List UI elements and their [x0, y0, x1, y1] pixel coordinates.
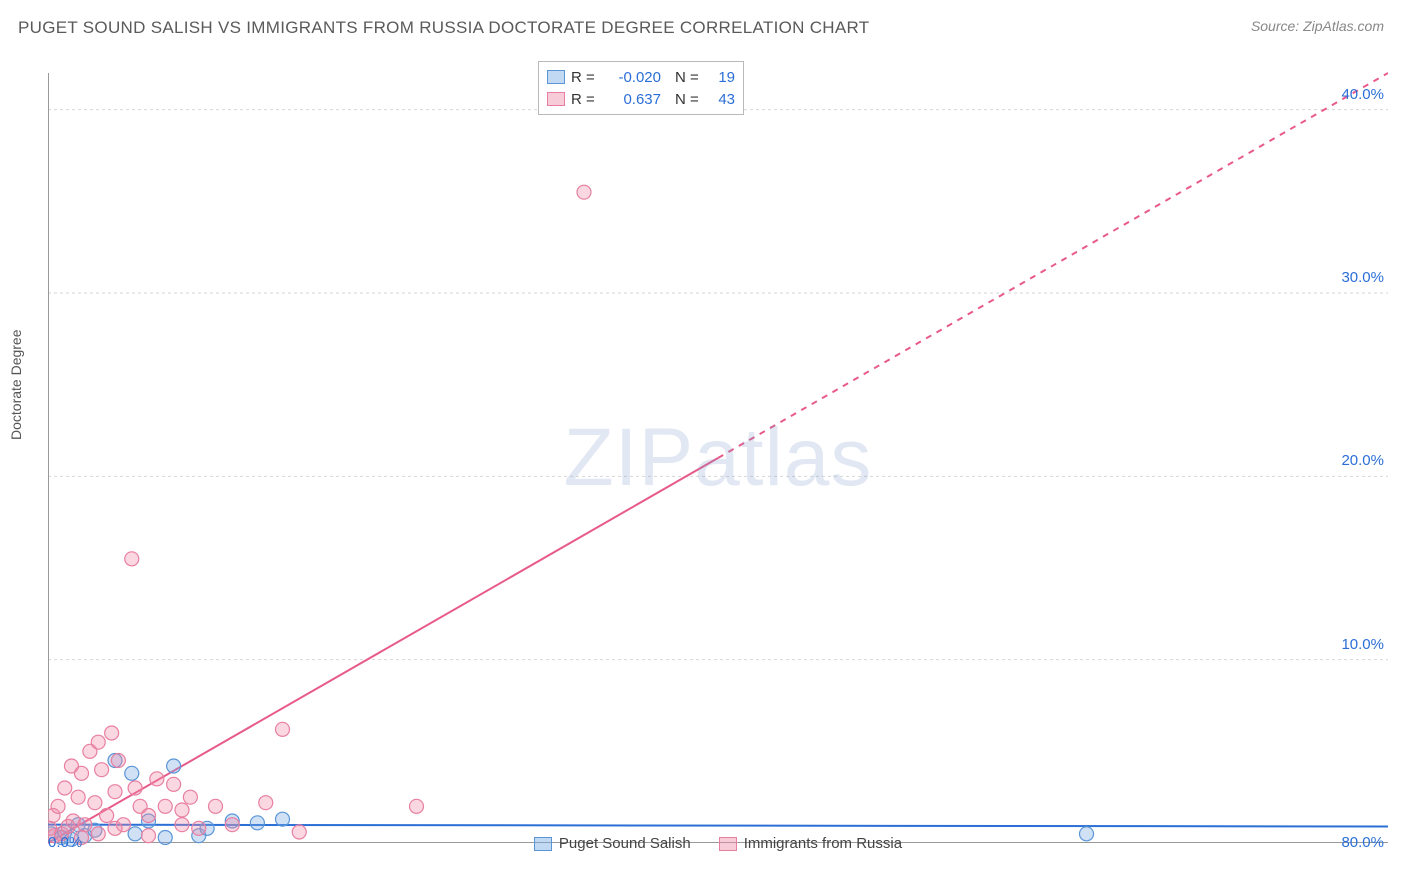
- n-label: N =: [675, 69, 701, 86]
- legend-swatch: [534, 837, 552, 851]
- y-axis-label: Doctorate Degree: [8, 329, 24, 440]
- y-tick-label: 10.0%: [1341, 636, 1384, 653]
- scatter-plot: [48, 58, 1388, 858]
- x-tick-label: 0.0%: [48, 834, 82, 851]
- n-label: N =: [675, 91, 701, 108]
- legend-series-label: Puget Sound Salish: [559, 835, 691, 852]
- legend-correlation-box: R = -0.020 N = 19 R = 0.637 N = 43: [538, 61, 744, 115]
- legend-series: Puget Sound Salish Immigrants from Russia: [48, 835, 1388, 852]
- legend-series-item: Puget Sound Salish: [534, 835, 691, 852]
- chart-area: ZIPatlas R =-0.020N =19R =0.637N =43 Pug…: [48, 58, 1388, 858]
- legend-series-label: Immigrants from Russia: [744, 835, 902, 852]
- legend-correlation-row: R = 0.637 N = 43: [547, 88, 735, 110]
- n-value: 19: [707, 69, 735, 86]
- source-label: Source: ZipAtlas.com: [1251, 18, 1384, 34]
- r-label: R =: [571, 69, 597, 86]
- chart-title: PUGET SOUND SALISH VS IMMIGRANTS FROM RU…: [18, 18, 869, 38]
- y-tick-label: 20.0%: [1341, 452, 1384, 469]
- y-tick-label: 40.0%: [1341, 86, 1384, 103]
- legend-correlation-row: R = -0.020 N = 19: [547, 66, 735, 88]
- legend-swatch: [547, 70, 565, 84]
- legend-series-item: Immigrants from Russia: [719, 835, 902, 852]
- y-tick-label: 30.0%: [1341, 269, 1384, 286]
- r-value: -0.020: [603, 69, 661, 86]
- n-value: 43: [707, 91, 735, 108]
- legend-swatch: [547, 92, 565, 106]
- legend-swatch: [719, 837, 737, 851]
- r-label: R =: [571, 91, 597, 108]
- x-tick-label: 80.0%: [1341, 834, 1384, 851]
- r-value: 0.637: [603, 91, 661, 108]
